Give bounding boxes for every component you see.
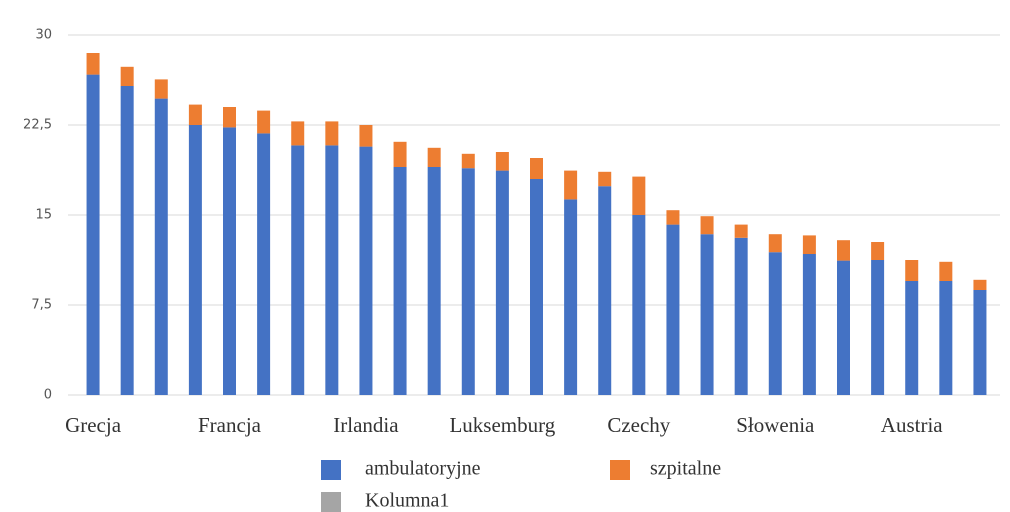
x-tick-label: Grecja [65,413,122,437]
bar-segment [393,167,407,395]
bar-segment [495,170,509,395]
bar-segment [427,147,441,167]
bar-segment [700,216,714,235]
bar-segment [359,146,373,395]
bar-segment [734,237,748,395]
bar-segment [837,260,850,395]
bar-segment [700,234,714,395]
bar-segment [120,86,134,395]
y-tick-label: 7,5 [31,298,52,313]
bar-segment [802,235,816,254]
bar-segment [871,242,885,260]
bar-segment [939,261,953,281]
bar-segment [666,210,680,225]
bar-segment [871,260,885,395]
bar-segment [223,107,236,128]
bar-segment [666,224,680,395]
x-tick-label: Luksemburg [449,413,555,437]
bar-segment [768,234,782,253]
bar-segment [973,279,987,290]
bar-segment [905,281,919,395]
y-tick-label: 15 [35,208,52,223]
x-tick-label: Słowenia [736,413,815,437]
bar-segment [188,125,202,395]
bar-segment [598,186,612,395]
bar-segment [86,53,100,75]
bar-segment [564,170,578,200]
bar-segment [325,145,339,395]
y-tick-label: 30 [35,28,52,43]
legend-label: szpitalne [650,458,721,480]
legend-swatch [610,460,630,480]
y-tick-label: 0 [44,388,52,403]
bar-segment [837,240,850,261]
bar-segment [632,215,646,395]
bar-segment [291,145,305,395]
bar-segment [154,79,168,99]
bar-segment [564,199,578,395]
bar-segment [530,179,543,395]
bar-segment [939,281,953,395]
bar-segment [461,168,475,395]
bar-segment [86,74,100,395]
bar-segment [598,171,612,187]
bar-segment [188,104,202,125]
x-tick-label: Francja [198,413,262,437]
bar-segment [154,98,168,395]
bar-segment [393,141,407,167]
bar-segment [427,167,441,395]
bar-segment [632,176,646,215]
legend-swatch [321,492,341,512]
bar-segment [802,254,816,395]
x-tick-label: Irlandia [333,413,399,437]
bar-segment [734,224,748,238]
bar-segment [905,260,919,281]
bar-segment [291,121,305,146]
bar-segment [257,110,271,134]
bar-segment [461,153,475,169]
bar-segment [359,125,373,147]
bar-segment [325,121,339,146]
bar-segment [223,127,236,396]
bar-segment [768,252,782,395]
bar-segment [257,133,271,395]
x-tick-label: Czechy [607,413,670,437]
legend-swatch [321,460,341,480]
bar-segment [530,158,543,179]
bar-segment [120,66,134,86]
x-tick-label: Austria [881,413,944,437]
legend-label: ambulatoryjne [365,458,481,480]
bar-segment [495,152,509,171]
y-tick-label: 22,5 [23,118,52,133]
bar-segment [973,290,987,395]
legend-label: Kolumna1 [365,490,449,512]
